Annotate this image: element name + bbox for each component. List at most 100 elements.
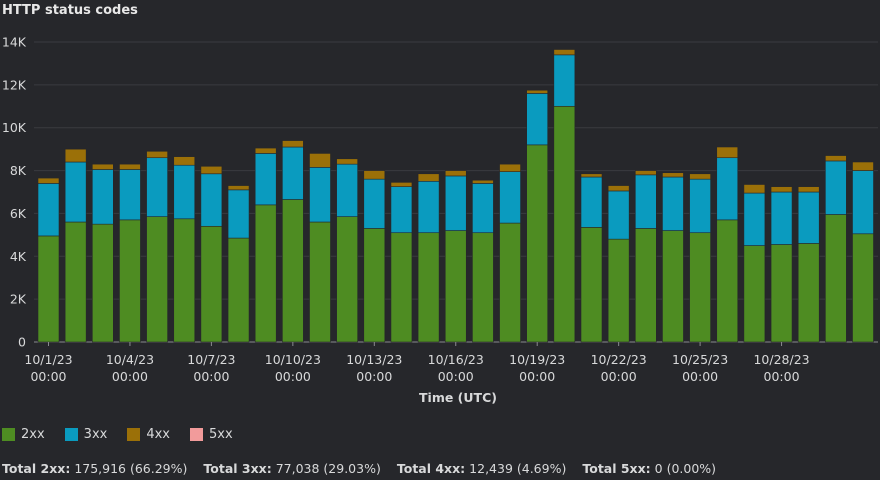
bar-segment-3xx[interactable] xyxy=(472,183,494,234)
bar-segment-4xx[interactable] xyxy=(363,170,386,180)
bar-segment-3xx[interactable] xyxy=(852,170,874,235)
bar-segment-3xx[interactable] xyxy=(227,189,250,239)
bar-segment-2xx[interactable] xyxy=(363,228,386,343)
x-tick-label-time: 00:00 xyxy=(438,369,474,384)
bar-segment-3xx[interactable] xyxy=(64,161,87,223)
bar-segment-4xx[interactable] xyxy=(200,165,223,175)
bar-segment-2xx[interactable] xyxy=(309,221,331,343)
bar-segment-2xx[interactable] xyxy=(499,222,521,343)
bar-segment-4xx[interactable] xyxy=(526,89,549,94)
bar-segment-3xx[interactable] xyxy=(526,93,549,146)
bar-segment-4xx[interactable] xyxy=(417,173,440,182)
bar-segment-3xx[interactable] xyxy=(173,164,196,220)
bar-segment-3xx[interactable] xyxy=(716,157,739,221)
bar-segment-2xx[interactable] xyxy=(444,230,467,343)
bar-segment-4xx[interactable] xyxy=(770,186,793,193)
bar-segment-2xx[interactable] xyxy=(825,214,847,343)
bar-segment-4xx[interactable] xyxy=(852,161,874,171)
bar-segment-3xx[interactable] xyxy=(607,190,630,240)
bar-segment-2xx[interactable] xyxy=(770,244,793,343)
bar-segment-3xx[interactable] xyxy=(499,171,521,224)
bar-segment-2xx[interactable] xyxy=(634,228,657,343)
bar-segment-2xx[interactable] xyxy=(146,216,168,343)
bar-segment-3xx[interactable] xyxy=(553,54,576,107)
bar-segment-3xx[interactable] xyxy=(390,186,413,234)
bar-segment-3xx[interactable] xyxy=(119,169,141,221)
bar-segment-2xx[interactable] xyxy=(227,237,250,343)
bar-segment-3xx[interactable] xyxy=(309,167,331,223)
bar-segment-4xx[interactable] xyxy=(336,158,358,165)
bar-segment-2xx[interactable] xyxy=(336,216,358,343)
bar-segment-3xx[interactable] xyxy=(336,163,358,217)
bar-segment-4xx[interactable] xyxy=(634,170,657,176)
bar-segment-4xx[interactable] xyxy=(607,185,630,192)
bar-segment-2xx[interactable] xyxy=(92,223,114,343)
bar-segment-4xx[interactable] xyxy=(92,163,114,170)
bar-segment-3xx[interactable] xyxy=(417,180,440,234)
bar-segment-4xx[interactable] xyxy=(825,155,847,162)
bar-segment-2xx[interactable] xyxy=(200,225,223,343)
bar-segment-4xx[interactable] xyxy=(173,156,196,166)
bar-segment-2xx[interactable] xyxy=(417,232,440,343)
bar-segment-4xx[interactable] xyxy=(254,147,277,154)
bar-segment-3xx[interactable] xyxy=(825,160,847,215)
bar-segment-4xx[interactable] xyxy=(64,148,87,163)
legend-item-4xx[interactable]: 4xx xyxy=(127,427,170,442)
bar-segment-3xx[interactable] xyxy=(634,174,657,229)
bar-segment-2xx[interactable] xyxy=(64,221,87,343)
bar-segment-3xx[interactable] xyxy=(92,169,114,225)
legend-item-2xx[interactable]: 2xx xyxy=(2,427,45,442)
bar-segment-4xx[interactable] xyxy=(743,184,766,194)
bar-segment-2xx[interactable] xyxy=(173,218,196,343)
bar-segment-2xx[interactable] xyxy=(607,238,630,343)
bar-segment-2xx[interactable] xyxy=(743,245,766,343)
bar-segment-4xx[interactable] xyxy=(689,173,711,180)
x-tick-label-date: 10/16/23 xyxy=(428,352,484,367)
bar-segment-4xx[interactable] xyxy=(499,163,521,172)
bar-segment-2xx[interactable] xyxy=(689,232,711,343)
bar-segment-4xx[interactable] xyxy=(390,182,413,187)
bar-segment-4xx[interactable] xyxy=(227,185,250,191)
legend-item-3xx[interactable]: 3xx xyxy=(64,427,107,442)
bar-segment-4xx[interactable] xyxy=(37,177,60,184)
bar-segment-4xx[interactable] xyxy=(444,170,467,177)
bar-segment-2xx[interactable] xyxy=(797,243,820,343)
bar-segment-2xx[interactable] xyxy=(716,219,739,343)
bar-segment-3xx[interactable] xyxy=(282,146,304,200)
bar-segment-2xx[interactable] xyxy=(254,204,277,343)
bar-segment-2xx[interactable] xyxy=(526,144,549,343)
bar-segment-4xx[interactable] xyxy=(553,49,576,56)
bar-segment-3xx[interactable] xyxy=(444,175,467,231)
bar-segment-2xx[interactable] xyxy=(37,235,60,343)
bar-segment-3xx[interactable] xyxy=(770,191,793,245)
bar-segment-2xx[interactable] xyxy=(662,230,684,343)
bar-segment-3xx[interactable] xyxy=(363,178,386,229)
bar-segment-2xx[interactable] xyxy=(390,232,413,343)
bar-segment-3xx[interactable] xyxy=(743,192,766,246)
bar-segment-3xx[interactable] xyxy=(200,173,223,227)
bar-segment-4xx[interactable] xyxy=(797,186,820,193)
bar-segment-3xx[interactable] xyxy=(580,176,603,228)
bar-segment-4xx[interactable] xyxy=(119,163,141,170)
bar-segment-3xx[interactable] xyxy=(146,157,168,217)
bar-segment-2xx[interactable] xyxy=(119,219,141,343)
bar-segment-2xx[interactable] xyxy=(852,233,874,343)
bar-segment-4xx[interactable] xyxy=(716,146,739,159)
x-tick-label-time: 00:00 xyxy=(193,369,229,384)
bar-segment-2xx[interactable] xyxy=(580,227,603,343)
bar-segment-4xx[interactable] xyxy=(580,173,603,178)
legend-item-5xx[interactable]: 5xx xyxy=(190,427,233,442)
bar-segment-3xx[interactable] xyxy=(689,178,711,234)
bar-segment-3xx[interactable] xyxy=(797,191,820,244)
bar-segment-2xx[interactable] xyxy=(472,232,494,343)
bar-segment-4xx[interactable] xyxy=(146,150,168,159)
bar-segment-2xx[interactable] xyxy=(282,199,304,343)
bar-segment-4xx[interactable] xyxy=(472,179,494,184)
bar-segment-4xx[interactable] xyxy=(282,140,304,148)
bar-segment-3xx[interactable] xyxy=(254,153,277,206)
bar-segment-2xx[interactable] xyxy=(553,105,576,343)
bar-segment-3xx[interactable] xyxy=(37,183,60,237)
bar-segment-3xx[interactable] xyxy=(662,176,684,231)
bar-segment-4xx[interactable] xyxy=(662,172,684,178)
bar-segment-4xx[interactable] xyxy=(309,153,331,168)
